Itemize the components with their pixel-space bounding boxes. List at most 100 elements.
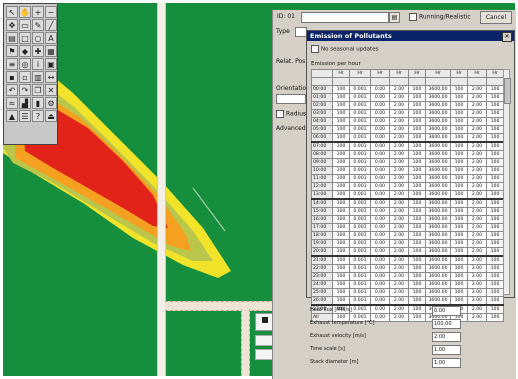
table-cell[interactable]: 100 <box>332 158 350 167</box>
table-cell[interactable]: 100 <box>408 133 426 143</box>
table-cell[interactable]: 100 <box>450 198 468 208</box>
table-row[interactable]: 08:00 100 0.001 0.00 2.00 100 3600.00 100 2.00 10… <box>311 150 504 159</box>
table-row[interactable]: 26:00 100 0.001 0.00 2.00 100 3600.00 100 2.00 10… <box>311 296 504 306</box>
table-cell[interactable]: 3600.00 <box>425 264 451 273</box>
table-cell[interactable]: 2.00 <box>467 207 487 216</box>
table-cell[interactable]: 0.001 <box>349 141 371 151</box>
info-icon[interactable]: i <box>32 58 44 70</box>
table-cell[interactable]: 3600.00 <box>425 125 451 134</box>
table-cell[interactable]: 100 <box>450 117 468 126</box>
table-cell[interactable]: 100 <box>408 215 426 224</box>
measure-icon[interactable]: ↔ <box>45 71 57 83</box>
table-cell[interactable]: 100 <box>408 182 426 191</box>
table-row[interactable]: 20:00 100 0.001 0.00 2.00 100 3600.00 100 2.00 10… <box>311 247 504 257</box>
scrollbar-thumb[interactable] <box>504 78 511 104</box>
table-cell[interactable]: 100 <box>332 215 350 224</box>
table-cell[interactable]: 2.00 <box>389 125 409 134</box>
table-cell[interactable]: 0.00 <box>370 239 390 248</box>
table-cell[interactable]: 2.00 <box>467 255 487 265</box>
table-cell[interactable]: 0.001 <box>349 85 371 94</box>
table-cell[interactable]: 100 <box>450 288 468 297</box>
table-cell[interactable]: 100 <box>450 280 468 289</box>
north-icon[interactable]: ▲ <box>6 110 18 122</box>
ruler-icon[interactable]: ▤ <box>6 32 18 44</box>
table-cell[interactable]: 2.00 <box>467 296 487 306</box>
table-cell[interactable]: 100 <box>486 101 504 110</box>
parameter-value-input[interactable]: 1.00 <box>432 358 461 368</box>
table-cell[interactable]: 0.001 <box>349 190 371 200</box>
parameter-value-input[interactable]: 100.00 <box>432 319 461 329</box>
orientation-input[interactable] <box>276 94 306 104</box>
table-cell[interactable]: 100 <box>486 190 504 200</box>
running-checkbox[interactable]: Running/Realistic <box>409 13 471 21</box>
parameter-value-input[interactable]: 1.00 <box>432 345 461 355</box>
seasonal-checkbox[interactable] <box>311 45 319 53</box>
table-cell[interactable]: 100 <box>486 198 504 208</box>
table-cell[interactable]: 100 <box>450 264 468 273</box>
table-cell[interactable]: 100 <box>408 231 426 240</box>
table-cell[interactable]: 0.00 <box>370 133 390 143</box>
table-cell[interactable]: 0.001 <box>349 247 371 257</box>
table-cell[interactable]: 100 <box>332 101 350 110</box>
table-cell[interactable]: 100 <box>408 174 426 183</box>
table-cell[interactable]: 3600.00 <box>425 174 451 183</box>
table-cell[interactable]: 100 <box>486 166 504 175</box>
table-row[interactable]: 00:00 100 0.001 0.00 2.00 100 3600.00 100 2.00 10… <box>311 85 504 94</box>
table-cell[interactable]: 3600.00 <box>425 255 451 265</box>
table-cell[interactable]: 0.001 <box>349 264 371 273</box>
table-cell[interactable]: 100 <box>332 166 350 175</box>
table-cell[interactable]: 100 <box>408 239 426 248</box>
cancel-button[interactable]: Cancel <box>480 11 512 24</box>
delete-icon[interactable]: ✕ <box>45 84 57 96</box>
table-cell[interactable]: 2.00 <box>467 93 487 102</box>
table-cell[interactable]: 0.00 <box>370 280 390 289</box>
table-cell[interactable]: 0.00 <box>370 93 390 102</box>
ellipse-icon[interactable]: ○ <box>32 32 44 44</box>
table-cell[interactable]: 100 <box>450 158 468 167</box>
table-cell[interactable]: 2.00 <box>389 288 409 297</box>
table-cell[interactable]: 0.00 <box>370 166 390 175</box>
table-cell[interactable]: 0.001 <box>349 182 371 191</box>
table-cell[interactable]: 3600.00 <box>425 133 451 143</box>
table-cell[interactable]: 100 <box>332 150 350 159</box>
table-cell[interactable]: 100 <box>450 125 468 134</box>
table-cell[interactable]: 2.00 <box>389 223 409 232</box>
wind-icon[interactable]: ≈ <box>6 97 18 109</box>
table-cell[interactable]: 100 <box>332 207 350 216</box>
table-cell[interactable]: 100 <box>486 207 504 216</box>
table-cell[interactable]: 100 <box>486 150 504 159</box>
print-icon[interactable]: ▣ <box>45 58 57 70</box>
table-cell[interactable]: 0.001 <box>349 231 371 240</box>
table-cell[interactable]: 2.00 <box>389 174 409 183</box>
source-icon[interactable]: ◆ <box>19 45 31 57</box>
table-cell[interactable]: 0.001 <box>349 280 371 289</box>
table-cell[interactable]: 0.00 <box>370 231 390 240</box>
table-cell[interactable]: 0.00 <box>370 296 390 306</box>
table-cell[interactable]: 3600.00 <box>425 166 451 175</box>
table-cell[interactable]: 2.00 <box>467 174 487 183</box>
table-cell[interactable]: 100 <box>332 239 350 248</box>
table-cell[interactable]: 100 <box>408 296 426 306</box>
radius-checkbox[interactable]: Radius <box>276 110 306 118</box>
seasonal-option[interactable]: No seasonal updates <box>311 45 378 53</box>
settings-icon[interactable]: ⚙ <box>45 97 57 109</box>
table-cell[interactable]: 0.00 <box>370 215 390 224</box>
table-cell[interactable]: 100 <box>332 125 350 134</box>
table-cell[interactable]: 0.00 <box>370 272 390 281</box>
table-cell[interactable]: 100 <box>486 247 504 257</box>
table-cell[interactable]: 2.00 <box>467 313 487 322</box>
table-cell[interactable]: 0.00 <box>370 288 390 297</box>
layer-icon[interactable]: ≡ <box>6 58 18 70</box>
table-cell[interactable]: 100 <box>408 288 426 297</box>
table-cell[interactable]: 2.00 <box>467 264 487 273</box>
table-cell[interactable]: 0.00 <box>370 182 390 191</box>
table-cell[interactable]: 2.00 <box>389 264 409 273</box>
table-cell[interactable]: 100 <box>450 109 468 118</box>
table-cell[interactable]: 100 <box>332 272 350 281</box>
stack-icon[interactable]: ▮ <box>32 97 44 109</box>
table-cell[interactable]: 2.00 <box>389 182 409 191</box>
table-row[interactable]: 02:00 100 0.001 0.00 2.00 100 3600.00 100 2.00 10… <box>311 101 504 110</box>
radius-checkbox-box[interactable] <box>276 110 284 118</box>
table-cell[interactable]: 100 <box>450 247 468 257</box>
table-cell[interactable]: 100 <box>332 231 350 240</box>
